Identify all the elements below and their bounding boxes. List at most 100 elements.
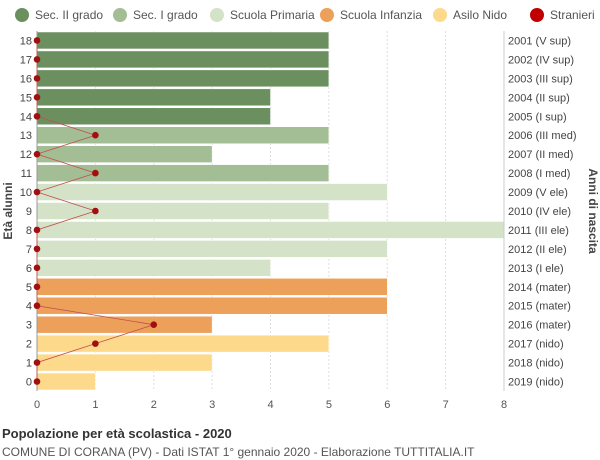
y-tick-label-age: 17 xyxy=(20,54,32,66)
bar xyxy=(36,315,213,334)
bar xyxy=(36,69,330,88)
stranieri-point xyxy=(33,112,41,120)
legend-item: Scuola Primaria xyxy=(210,8,315,22)
y-tick-label-birth-year: 2005 (I sup) xyxy=(508,111,567,123)
bar xyxy=(36,126,330,144)
y-axis-title-left: Età alunni xyxy=(1,182,15,239)
y-tick-label-birth-year: 2001 (V sup) xyxy=(508,35,571,47)
legend-item: Scuola Infanzia xyxy=(320,8,422,22)
stranieri-point xyxy=(92,340,99,347)
legend-swatch xyxy=(320,8,334,22)
chart-legend: Sec. II grado Sec. I grado Scuola Primaria… xyxy=(0,0,600,32)
stranieri-point xyxy=(92,131,99,139)
y-tick-label-birth-year: 2010 (IV ele) xyxy=(508,206,571,218)
legend-swatch xyxy=(15,8,29,22)
legend-swatch xyxy=(530,8,544,22)
legend-item: Asilo Nido xyxy=(433,8,507,22)
bar xyxy=(36,50,330,69)
y-tick-label-age: 15 xyxy=(20,92,32,104)
stranieri-point xyxy=(33,283,41,291)
bar xyxy=(36,88,271,107)
y-tick-label-birth-year: 2002 (IV sup) xyxy=(508,54,574,66)
bar xyxy=(36,278,388,296)
y-tick-label-birth-year: 2019 (nido) xyxy=(508,377,564,389)
stranieri-point xyxy=(33,150,41,158)
footer-subtitle: COMUNE DI CORANA (PV) - Dati ISTAT 1° ge… xyxy=(2,445,475,459)
y-tick-label-age: 16 xyxy=(20,73,32,85)
y-tick-label-birth-year: 2016 (mater) xyxy=(508,320,571,332)
x-tick-label: 2 xyxy=(151,399,157,411)
y-tick-label-age: 13 xyxy=(20,130,32,142)
legend-label: Scuola Infanzia xyxy=(340,8,423,22)
y-tick-label-age: 9 xyxy=(26,206,32,218)
legend-label: Scuola Primaria xyxy=(230,8,315,22)
legend-swatch xyxy=(433,8,447,22)
stranieri-point xyxy=(33,37,41,44)
y-tick-label-age: 3 xyxy=(26,320,32,332)
x-tick-label: 1 xyxy=(92,399,98,411)
y-tick-label-birth-year: 2004 (II sup) xyxy=(508,92,570,104)
x-tick-label: 3 xyxy=(209,399,215,411)
x-tick-label: 6 xyxy=(384,399,390,411)
legend-item: Sec. II grado xyxy=(15,8,103,22)
x-tick-label: 0 xyxy=(34,399,40,411)
bar xyxy=(36,107,271,125)
bar xyxy=(36,221,505,239)
y-tick-label-birth-year: 2017 (nido) xyxy=(508,339,564,351)
y-tick-label-birth-year: 2012 (II ele) xyxy=(508,244,567,256)
x-tick-label: 4 xyxy=(267,399,273,411)
y-tick-label-age: 5 xyxy=(26,282,32,294)
y-tick-label-birth-year: 2014 (mater) xyxy=(508,282,571,294)
legend-label: Sec. II grado xyxy=(35,8,104,22)
stranieri-point xyxy=(33,75,41,82)
bar xyxy=(36,297,388,315)
stranieri-point xyxy=(33,302,41,310)
y-tick-label-age: 14 xyxy=(20,111,32,123)
stranieri-point xyxy=(33,94,41,101)
x-tick-label: 8 xyxy=(501,399,507,411)
y-tick-label-age: 7 xyxy=(26,244,32,256)
legend-swatch xyxy=(210,8,224,22)
y-axis-title-right: Anni di nascita xyxy=(586,168,600,254)
y-tick-label-birth-year: 2015 (mater) xyxy=(508,301,571,313)
stranieri-point xyxy=(33,245,41,253)
y-tick-label-birth-year: 2008 (I med) xyxy=(508,168,570,180)
legend-label: Stranieri xyxy=(550,8,595,22)
stranieri-point xyxy=(92,207,99,215)
stranieri-point xyxy=(33,359,41,366)
y-tick-label-age: 8 xyxy=(26,225,32,237)
y-tick-label-birth-year: 2011 (III ele) xyxy=(508,225,569,237)
bar xyxy=(36,334,330,353)
y-tick-label-birth-year: 2013 (I ele) xyxy=(508,263,564,275)
y-tick-label-age: 2 xyxy=(26,339,32,351)
y-tick-label-birth-year: 2009 (V ele) xyxy=(508,187,568,199)
bar xyxy=(36,240,388,258)
bar xyxy=(36,372,96,391)
bar xyxy=(36,183,388,201)
y-tick-label-age: 0 xyxy=(26,377,32,389)
stranieri-point xyxy=(92,169,99,177)
y-tick-label-birth-year: 2003 (III sup) xyxy=(508,73,573,85)
bar xyxy=(36,164,330,182)
x-tick-label: 5 xyxy=(326,399,332,411)
bar xyxy=(36,259,271,277)
stranieri-point xyxy=(33,188,41,196)
legend-label: Sec. I grado xyxy=(133,8,198,22)
x-tick-label: 7 xyxy=(443,399,449,411)
legend-item: Sec. I grado xyxy=(113,8,198,22)
bar xyxy=(36,31,330,50)
y-tick-label-age: 18 xyxy=(20,35,32,47)
y-tick-label-birth-year: 2006 (III med) xyxy=(508,130,576,142)
y-tick-label-birth-year: 2007 (II med) xyxy=(508,149,573,161)
y-tick-label-age: 11 xyxy=(21,168,32,180)
stranieri-point xyxy=(33,264,41,272)
footer-title: Popolazione per età scolastica - 2020 xyxy=(2,426,232,441)
bar xyxy=(36,145,213,163)
y-tick-label-birth-year: 2018 (nido) xyxy=(508,358,564,370)
y-tick-label-age: 1 xyxy=(26,358,32,370)
legend-swatch xyxy=(113,8,127,22)
stranieri-point xyxy=(150,321,158,328)
bar-chart: 0 1 2 3 4 5 6 7 818 2001 (V sup)17 2002 (IV sup)16… xyxy=(1,31,600,411)
stranieri-point xyxy=(33,226,41,234)
stranieri-point xyxy=(33,378,41,385)
